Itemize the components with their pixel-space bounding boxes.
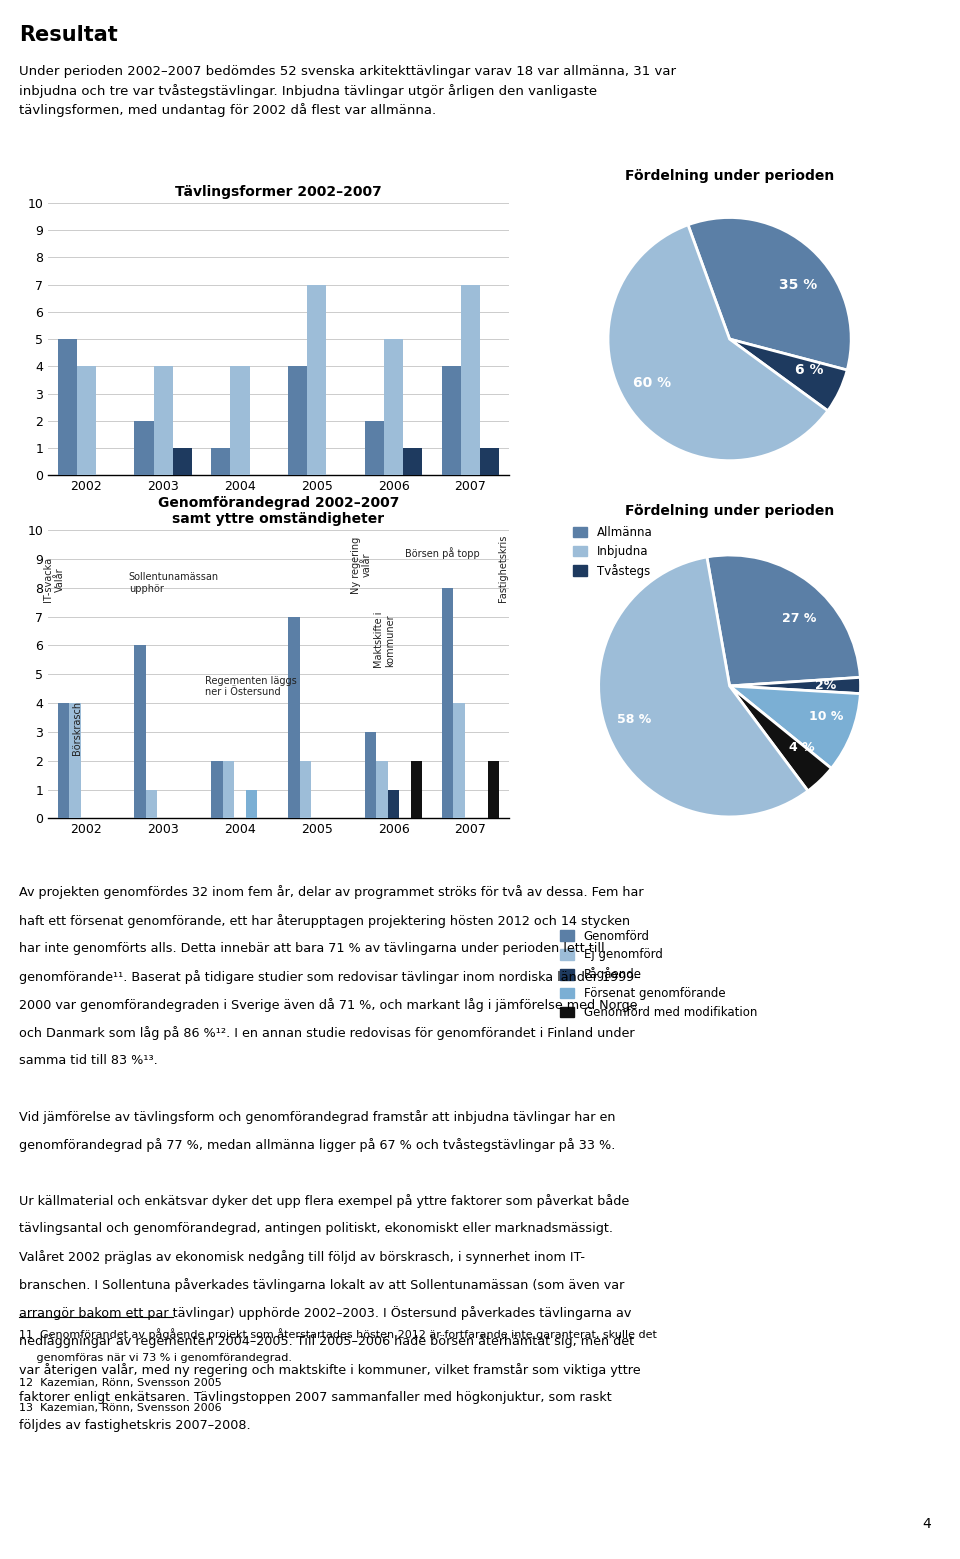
Title: Fördelning under perioden: Fördelning under perioden: [625, 504, 834, 518]
Bar: [442, 588, 453, 818]
Wedge shape: [688, 218, 852, 369]
Wedge shape: [730, 340, 847, 410]
Text: 27 %: 27 %: [782, 613, 817, 625]
Bar: [230, 366, 250, 475]
Text: var återigen valår, med ny regering och maktskifte i kommuner, vilket framstår s: var återigen valår, med ny regering och …: [19, 1363, 641, 1377]
Text: 12  Kazemian, Rönn, Svensson 2005: 12 Kazemian, Rönn, Svensson 2005: [19, 1378, 222, 1388]
Bar: [223, 761, 234, 818]
Bar: [388, 790, 399, 818]
Bar: [365, 421, 384, 475]
Bar: [246, 790, 257, 818]
Bar: [442, 366, 461, 475]
Text: Maktskifte i
kommuner: Maktskifte i kommuner: [373, 613, 396, 669]
Text: genomförandegrad på 77 %, medan allmänna ligger på 67 % och tvåstegstävlingar på: genomförandegrad på 77 %, medan allmänna…: [19, 1138, 615, 1152]
Bar: [58, 703, 69, 818]
Text: branschen. I Sollentuna påverkades tävlingarna lokalt av att Sollentunamässan (s: branschen. I Sollentuna påverkades tävli…: [19, 1278, 625, 1292]
Text: 4 %: 4 %: [788, 741, 814, 755]
Bar: [461, 285, 480, 475]
Text: och Danmark som låg på 86 %¹². I en annan studie redovisas för genomförandet i F: och Danmark som låg på 86 %¹². I en anna…: [19, 1026, 635, 1040]
Text: Under perioden 2002–2007 bedömdes 52 svenska arkitekttävlingar varav 18 var allm: Under perioden 2002–2007 bedömdes 52 sve…: [19, 65, 676, 117]
Text: 58 %: 58 %: [617, 712, 652, 726]
Title: Fördelning under perioden: Fördelning under perioden: [625, 168, 834, 182]
Text: haft ett försenat genomförande, ett har återupptagen projektering hösten 2012 oc: haft ett försenat genomförande, ett har …: [19, 914, 631, 928]
Bar: [376, 761, 388, 818]
Bar: [58, 340, 77, 475]
Bar: [365, 733, 376, 818]
Text: IT-svacka
Valår: IT-svacka Valår: [43, 557, 65, 602]
Text: 2000 var genomförandegraden i Sverige även då 71 %, och markant låg i jämförelse: 2000 var genomförandegraden i Sverige äv…: [19, 998, 637, 1012]
Bar: [288, 366, 307, 475]
Bar: [411, 761, 422, 818]
Bar: [69, 703, 81, 818]
Bar: [134, 645, 146, 818]
Text: arrangör bakom ett par tävlingar) upphörde 2002–2003. I Östersund påverkades täv: arrangör bakom ett par tävlingar) upphör…: [19, 1306, 632, 1320]
Bar: [134, 421, 154, 475]
Bar: [488, 761, 499, 818]
Text: Vid jämförelse av tävlingsform och genomförandegrad framstår att inbjudna tävlin: Vid jämförelse av tävlingsform och genom…: [19, 1110, 615, 1124]
Bar: [146, 790, 157, 818]
Text: Valåret 2002 präglas av ekonomisk nedgång till följd av börskrasch, i synnerhet : Valåret 2002 präglas av ekonomisk nedgån…: [19, 1250, 586, 1264]
Bar: [384, 340, 403, 475]
Text: Börskrasch: Börskrasch: [72, 702, 83, 755]
Bar: [211, 449, 230, 475]
Text: Resultat: Resultat: [19, 25, 118, 45]
Text: tävlingsantal och genomförandegrad, antingen politiskt, ekonomiskt eller marknad: tävlingsantal och genomförandegrad, anti…: [19, 1222, 613, 1235]
Bar: [173, 449, 192, 475]
Text: Ur källmaterial och enkätsvar dyker det upp flera exempel på yttre faktorer som : Ur källmaterial och enkätsvar dyker det …: [19, 1194, 630, 1208]
Text: Regementen läggs
ner i Östersund: Regementen läggs ner i Östersund: [205, 675, 298, 697]
Text: nedläggningar av regementen 2004–2005. Till 2005–2006 hade börsen återhämtat sig: nedläggningar av regementen 2004–2005. T…: [19, 1335, 635, 1349]
Text: 10 %: 10 %: [809, 711, 843, 723]
Wedge shape: [707, 555, 860, 686]
Legend: Allmänna, Inbjudna, Tvåstegs: Allmänna, Inbjudna, Tvåstegs: [568, 521, 657, 583]
Text: Av projekten genomfördes 32 inom fem år, delar av programmet ströks för två av d: Av projekten genomfördes 32 inom fem år,…: [19, 886, 644, 900]
Text: Ny regering
valår: Ny regering valår: [350, 536, 372, 594]
Wedge shape: [730, 686, 860, 769]
Title: Tävlingsformer 2002–2007: Tävlingsformer 2002–2007: [175, 184, 382, 198]
Text: följdes av fastighetskris 2007–2008.: följdes av fastighetskris 2007–2008.: [19, 1419, 251, 1431]
Bar: [77, 366, 96, 475]
Title: Genomförandegrad 2002–2007
samt yttre omständigheter: Genomförandegrad 2002–2007 samt yttre om…: [157, 496, 399, 525]
Bar: [211, 761, 223, 818]
Text: 35 %: 35 %: [779, 278, 817, 292]
Text: Börsen på topp: Börsen på topp: [405, 547, 480, 560]
Bar: [154, 366, 173, 475]
Text: genomföras när vi 73 % i genomförandegrad.: genomföras när vi 73 % i genomförandegra…: [19, 1353, 292, 1363]
Wedge shape: [730, 677, 860, 694]
Text: 13  Kazemian, Rönn, Svensson 2006: 13 Kazemian, Rönn, Svensson 2006: [19, 1403, 222, 1412]
Wedge shape: [599, 557, 808, 817]
Text: 11  Genomförandet av pågående projekt som återstartades hösten 2012 är fortfaran: 11 Genomförandet av pågående projekt som…: [19, 1328, 657, 1341]
Bar: [403, 449, 422, 475]
Wedge shape: [730, 686, 831, 790]
Text: 2%: 2%: [815, 680, 836, 692]
Wedge shape: [608, 224, 828, 460]
Text: Fastighetskris: Fastighetskris: [497, 535, 508, 602]
Text: 6 %: 6 %: [796, 363, 824, 377]
Text: 4: 4: [923, 1517, 931, 1531]
Text: genomförande¹¹. Baserat på tidigare studier som redovisar tävlingar inom nordisk: genomförande¹¹. Baserat på tidigare stud…: [19, 970, 640, 984]
Text: 60 %: 60 %: [634, 376, 671, 390]
Legend: Genomförd, Ej genomförd, Pågående, Försenat genomförande, Genomförd med modifika: Genomförd, Ej genomförd, Pågående, Förse…: [556, 924, 762, 1024]
Text: har inte genomförts alls. Detta innebär att bara 71 % av tävlingarna under perio: har inte genomförts alls. Detta innebär …: [19, 942, 605, 954]
Bar: [300, 761, 311, 818]
Bar: [288, 617, 300, 818]
Bar: [307, 285, 326, 475]
Text: Sollentunamässan
upphör: Sollentunamässan upphör: [129, 572, 219, 594]
Text: samma tid till 83 %¹³.: samma tid till 83 %¹³.: [19, 1054, 158, 1066]
Bar: [480, 449, 499, 475]
Bar: [453, 703, 465, 818]
Text: faktorer enligt enkätsaren. Tävlingstoppen 2007 sammanfaller med högkonjuktur, s: faktorer enligt enkätsaren. Tävlingstopp…: [19, 1391, 612, 1403]
